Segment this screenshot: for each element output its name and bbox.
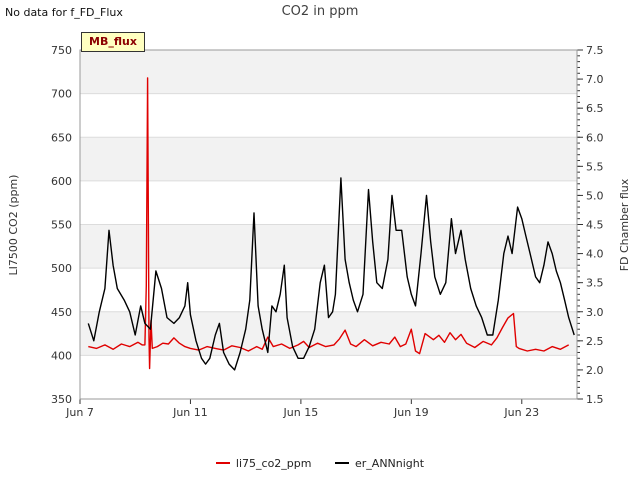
y-tick-right: 7.0: [586, 73, 604, 86]
y-axis-label-right: FD Chamber flux: [618, 178, 631, 271]
y-tick-left: 700: [51, 88, 72, 101]
y-tick-left: 650: [51, 131, 72, 144]
chart-title: CO2 in ppm: [281, 4, 359, 19]
grid-band: [80, 224, 577, 269]
grid-band: [80, 137, 577, 181]
axes: 350 400 450 500 550 600 650 700 750 1.5 2.0 2.5 3.0 3…: [51, 44, 604, 419]
legend-item-li75: li75_co2_ppm: [215, 456, 312, 470]
series-lines: [87, 77, 575, 371]
y-tick-right: 4.0: [586, 248, 604, 261]
grid-band: [80, 50, 577, 94]
no-data-note: No data for f_FD_Flux: [5, 6, 123, 19]
y-tick-right: 6.5: [586, 102, 604, 115]
y-tick-right: 4.5: [586, 219, 604, 232]
x-tick-label: Jun 11: [172, 406, 208, 419]
y-tick-right: 1.5: [586, 393, 604, 406]
series-line-er-annnight: [87, 177, 575, 371]
y-tick-left: 500: [51, 262, 72, 275]
x-tick-label: Jun 19: [393, 406, 429, 419]
x-tick-label: Jun 7: [65, 406, 94, 419]
y-tick-left: 750: [51, 44, 72, 57]
plot-frame: [79, 49, 578, 400]
legend-label-li75: li75_co2_ppm: [235, 456, 312, 470]
y-axis-label-left: LI7500 CO2 (ppm): [7, 175, 20, 276]
y-tick-left: 400: [51, 349, 72, 362]
legend: li75_co2_ppm er_ANNnight: [0, 454, 640, 470]
x-tick-label: Jun 23: [503, 406, 539, 419]
y-tick-right: 3.5: [586, 277, 604, 290]
y-tick-right: 7.5: [586, 44, 604, 57]
y-tick-right: 5.5: [586, 160, 604, 173]
y-tick-right: 3.0: [586, 306, 604, 319]
legend-swatch-er-annnight: [335, 462, 349, 464]
grid-bands: [80, 50, 577, 356]
legend-label-er-annnight: er_ANNnight: [355, 456, 425, 470]
y-tick-left: 600: [51, 175, 72, 188]
y-tick-left: 450: [51, 306, 72, 319]
legend-item-er-annnight: er_ANNnight: [335, 457, 424, 470]
y-tick-right: 2.0: [586, 364, 604, 377]
y-tick-right: 6.0: [586, 131, 604, 144]
x-tick-label: Jun 15: [283, 406, 319, 419]
y-tick-left: 550: [51, 219, 72, 232]
y-tick-right: 5.0: [586, 189, 604, 202]
legend-swatch-li75: [215, 462, 230, 464]
grid-band: [80, 311, 577, 356]
y-tick-right: 2.5: [586, 335, 604, 348]
y-tick-left: 350: [51, 393, 72, 406]
mb-flux-badge: MB_flux: [81, 32, 145, 52]
